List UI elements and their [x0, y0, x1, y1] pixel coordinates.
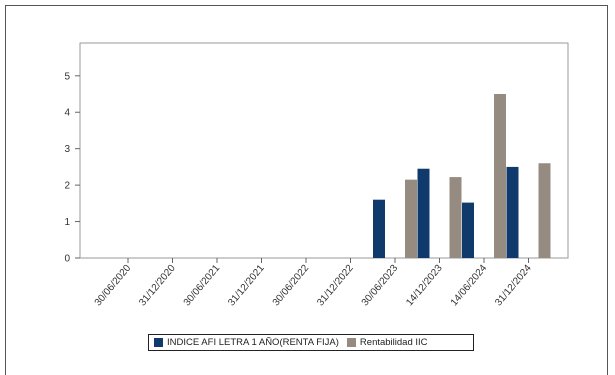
- legend-swatch-indice: [154, 338, 163, 347]
- bar-rentabilidad-iic: [449, 177, 462, 258]
- y-tick-label: 2: [64, 181, 70, 192]
- x-tick-label: 14/06/2024: [449, 263, 490, 309]
- legend-label-indice: INDICE AFI LETRA 1 AÑO(RENTA FIJA): [167, 337, 339, 348]
- legend-item-indice: INDICE AFI LETRA 1 AÑO(RENTA FIJA): [154, 337, 339, 348]
- legend: INDICE AFI LETRA 1 AÑO(RENTA FIJA) Renta…: [148, 334, 474, 351]
- y-tick-label: 3: [64, 144, 70, 155]
- bars: [373, 94, 551, 258]
- x-tick-label: 31/12/2022: [315, 263, 356, 309]
- bar-indice-afi: [506, 166, 519, 258]
- y-tick-label: 1: [64, 217, 70, 228]
- legend-item-rentabilidad: Rentabilidad IIC: [346, 337, 428, 348]
- x-tick-label: 30/06/2023: [360, 263, 401, 309]
- y-tick-label: 4: [64, 108, 70, 119]
- x-axis: 30/06/2020 31/12/2020 30/06/2021 31/12/2021…: [93, 258, 534, 308]
- y-axis: 0 1 2 3 4 5: [64, 71, 80, 265]
- x-tick-label: 31/12/2024: [493, 263, 534, 309]
- y-tick-label: 0: [64, 254, 70, 265]
- bar-rentabilidad-iic: [405, 179, 417, 258]
- y-tick-label: 5: [64, 71, 70, 82]
- bar-indice-afi: [462, 202, 474, 258]
- x-tick-label: 31/12/2021: [226, 263, 267, 309]
- legend-label-rentabilidad: Rentabilidad IIC: [359, 337, 428, 348]
- bar-indice-afi: [417, 168, 430, 258]
- bar-rentabilidad-iic: [494, 94, 506, 258]
- x-tick-label: 30/06/2022: [271, 263, 312, 309]
- x-tick-label: 31/12/2020: [137, 263, 178, 309]
- legend-swatch-rentabilidad: [346, 338, 356, 347]
- bar-indice-afi: [373, 199, 385, 258]
- plot-area: [79, 42, 569, 259]
- x-tick-label: 14/12/2023: [404, 263, 445, 309]
- x-tick-label: 30/06/2021: [182, 263, 223, 309]
- bar-rentabilidad-iic: [538, 163, 551, 258]
- x-tick-label: 30/06/2020: [93, 263, 134, 309]
